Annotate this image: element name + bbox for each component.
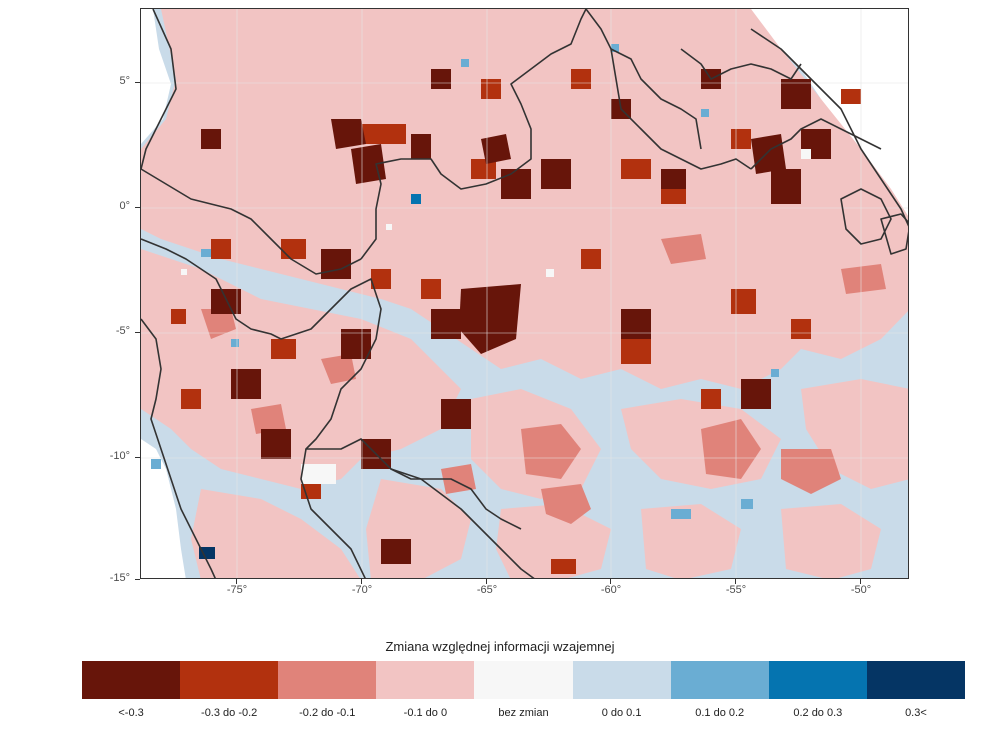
border-colombia-brazil	[360, 9, 587, 260]
legend-swatch	[670, 661, 769, 699]
legend-label: 0.3<	[905, 707, 927, 719]
x-tickmark	[361, 579, 362, 584]
y-tickmark	[135, 457, 140, 458]
country-borders	[141, 9, 908, 578]
legend-label: -0.2 do -0.1	[299, 707, 356, 719]
nodata-area-top-left	[141, 9, 171, 144]
legend-label: -0.1 do 0	[403, 707, 448, 719]
raster-map	[141, 9, 908, 578]
map-panel[interactable]	[140, 8, 909, 579]
x-tickmark	[486, 579, 487, 584]
border-venezuela-brazil	[585, 9, 752, 170]
legend-label: 0 do 0.1	[601, 707, 642, 719]
x-tick-label: -55°	[725, 584, 747, 596]
class-positive-spots	[151, 44, 779, 559]
y-tick-label: 0°	[119, 200, 130, 212]
border-suriname	[750, 118, 882, 170]
y-tick-label: 5°	[119, 75, 130, 87]
x-tickmark	[610, 579, 611, 584]
graticule	[141, 9, 908, 578]
x-tickmark	[735, 579, 736, 584]
class-below-minus03-patches	[201, 69, 831, 564]
legend-swatch	[376, 661, 475, 699]
y-tick-label: -5°	[115, 325, 130, 337]
border-colombia-venezuela	[141, 9, 177, 170]
legend-color-bar	[82, 661, 965, 699]
legend-swatch	[768, 661, 867, 699]
border-peru-bolivia	[300, 448, 366, 578]
border-andes-west	[141, 168, 362, 275]
legend-title: Zmiana względnej informacji wzajemnej	[385, 639, 615, 654]
legend-swatch	[82, 661, 181, 699]
amazon-delta-islands	[840, 188, 908, 255]
class-no-change-spots	[181, 149, 811, 484]
y-tickmark	[135, 332, 140, 333]
x-tick-label: -60°	[600, 584, 622, 596]
legend-swatch	[866, 661, 965, 699]
legend-swatch	[278, 661, 377, 699]
legend-label: 0.1 do 0.2	[695, 707, 745, 719]
border-ecuador	[141, 238, 282, 340]
coastline-west	[141, 318, 216, 578]
x-tick-label: -70°	[351, 584, 373, 596]
x-tickmark	[860, 579, 861, 584]
legend-labels: <-0.3 -0.3 do -0.2 -0.2 do -0.1 -0.1 do 0 be…	[82, 707, 965, 719]
nodata-area-bottom-left	[141, 439, 186, 578]
y-tick-label: -15°	[109, 572, 130, 584]
y-tickmark	[135, 207, 140, 208]
y-tickmark	[135, 579, 140, 580]
legend-swatch	[180, 661, 279, 699]
legend-label: <-0.3	[118, 707, 144, 719]
border-guyana	[610, 48, 702, 150]
x-tickmark	[236, 579, 237, 584]
y-tick-label: -10°	[109, 450, 130, 462]
legend-swatch	[572, 661, 671, 699]
legend-label: bez zmian	[498, 707, 549, 719]
x-tick-label: -65°	[476, 584, 498, 596]
y-tickmark	[135, 82, 140, 83]
legend-label: -0.3 do -0.2	[201, 707, 258, 719]
nodata-area-top-right	[751, 9, 908, 225]
class-minus02-minus01-patches	[201, 234, 886, 524]
border-bolivia-brazil	[390, 468, 522, 530]
x-tick-label: -50°	[850, 584, 872, 596]
x-tick-label: -75°	[226, 584, 248, 596]
coastline-northeast	[750, 28, 908, 227]
border-french-guiana	[680, 48, 802, 80]
legend-label: 0.2 do 0.3	[793, 707, 843, 719]
legend-swatch	[474, 661, 573, 699]
